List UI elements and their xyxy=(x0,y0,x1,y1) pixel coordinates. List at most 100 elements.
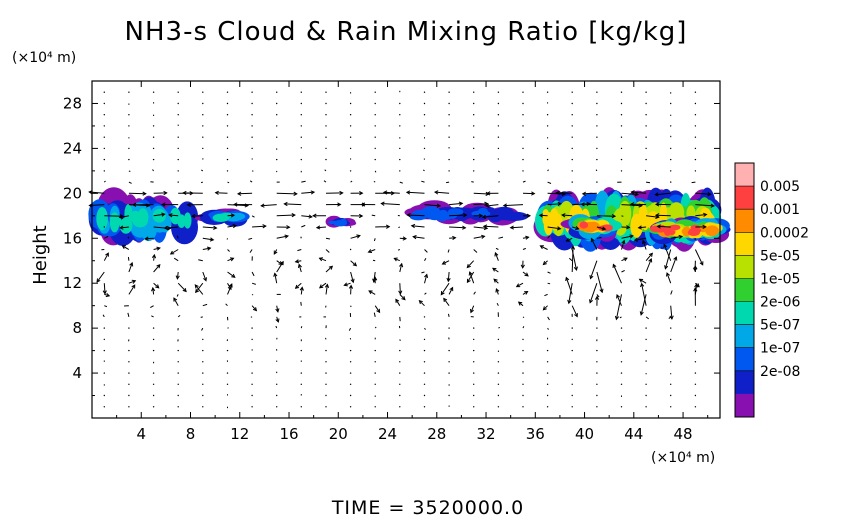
wind-vector xyxy=(251,91,253,93)
wind-vector xyxy=(151,315,154,318)
wind-vector xyxy=(645,136,647,138)
colorbar-swatch xyxy=(735,370,754,395)
x-tick-label: 44 xyxy=(624,425,643,443)
wind-vector-head xyxy=(462,225,467,230)
wind-vector xyxy=(655,192,671,196)
wind-vector-head xyxy=(328,265,334,270)
wind-vector xyxy=(546,91,549,93)
wind-vector-head xyxy=(509,225,515,230)
wind-vector xyxy=(300,158,302,161)
colorbar-label: 0.001 xyxy=(760,202,800,218)
wind-vector xyxy=(424,274,428,284)
wind-vector xyxy=(522,338,524,341)
wind-vector xyxy=(670,406,672,408)
colorbar-frame xyxy=(734,162,755,418)
wind-vector xyxy=(670,383,672,385)
wind-vector xyxy=(434,191,450,194)
wind-vector xyxy=(522,147,524,150)
colorbar-label: 2e-06 xyxy=(760,295,800,311)
wind-vector-head xyxy=(573,266,578,272)
colorbar-label: 5e-05 xyxy=(760,248,800,264)
wind-vector xyxy=(103,114,106,116)
wind-vector-head xyxy=(612,263,617,268)
y-axis: 4 8 12 16 20 24 28 xyxy=(63,94,720,397)
wind-vector xyxy=(596,394,598,397)
wind-vector xyxy=(596,114,598,116)
wind-vector xyxy=(473,102,475,105)
wind-vector xyxy=(670,181,672,183)
cloud-cell xyxy=(333,220,348,227)
wind-vector xyxy=(276,383,278,385)
wind-vector xyxy=(645,158,647,161)
wind-vector-head xyxy=(273,272,278,277)
wind-vector xyxy=(596,349,598,352)
wind-vector xyxy=(103,147,106,150)
wind-vector xyxy=(152,158,155,161)
colorbar-swatch xyxy=(735,324,754,349)
wind-vector-head xyxy=(678,234,684,239)
wind-vector-head xyxy=(360,202,366,207)
wind-vector xyxy=(595,169,598,172)
colorbar-swatch xyxy=(735,301,754,326)
wind-vector xyxy=(176,294,179,297)
wind-vector xyxy=(349,147,352,150)
colorbar: 0.005 0.001 0.0002 5e-05 1e-05 2e-06 5e-07 1e-0… xyxy=(734,162,809,418)
wind-vector xyxy=(473,249,478,253)
wind-vector xyxy=(349,361,352,363)
wind-vector xyxy=(128,147,130,150)
wind-vector xyxy=(544,293,548,297)
wind-vector xyxy=(596,181,598,183)
wind-vector xyxy=(227,214,235,217)
wind-vector-head xyxy=(194,284,199,289)
wind-vector xyxy=(325,237,330,240)
wind-vector xyxy=(374,349,376,352)
cloud-cell xyxy=(705,225,719,237)
cloud-cell xyxy=(96,207,108,231)
wind-vector xyxy=(103,349,106,352)
wind-vector xyxy=(571,246,574,273)
wind-vector-head xyxy=(656,224,661,229)
wind-vector xyxy=(691,181,696,184)
wind-vector xyxy=(473,170,475,172)
wind-vector xyxy=(694,114,697,116)
wind-vector xyxy=(399,125,401,127)
wind-vector xyxy=(473,136,475,138)
wind-vector xyxy=(596,125,598,127)
wind-vector-head xyxy=(633,237,639,242)
wind-vector xyxy=(571,102,573,105)
wind-vector xyxy=(448,114,450,116)
wind-vector xyxy=(301,215,312,218)
wind-vector xyxy=(176,271,179,279)
wind-vector-head xyxy=(191,213,196,219)
wind-vector xyxy=(348,327,352,331)
wind-vector xyxy=(522,158,524,161)
wind-vector xyxy=(103,125,106,127)
wind-vector xyxy=(349,349,352,352)
wind-vector xyxy=(202,247,211,250)
wind-vector xyxy=(201,169,204,172)
wind-vector-head xyxy=(640,282,645,288)
wind-vector xyxy=(399,283,401,294)
wind-vector xyxy=(596,91,598,93)
wind-vector xyxy=(128,349,130,352)
wind-vector xyxy=(448,125,450,127)
wind-vector xyxy=(374,305,381,313)
wind-vector-head xyxy=(478,213,484,218)
wind-vector xyxy=(325,265,333,273)
wind-vector xyxy=(226,383,229,385)
wind-vector xyxy=(694,125,697,127)
wind-vector xyxy=(522,247,526,250)
wind-vector xyxy=(173,257,179,262)
wind-vector xyxy=(128,284,136,295)
wind-vector-head xyxy=(151,253,157,259)
wind-vector-head xyxy=(526,213,532,218)
wind-vector-head xyxy=(463,213,468,218)
wind-vector-head xyxy=(350,278,355,284)
wind-vector-head xyxy=(358,213,364,219)
wind-vector xyxy=(694,170,697,172)
wind-vector xyxy=(150,305,154,309)
wind-vector xyxy=(473,114,475,116)
wind-vector xyxy=(169,214,179,217)
wind-vector-head xyxy=(441,260,447,265)
wind-vector xyxy=(448,287,454,295)
